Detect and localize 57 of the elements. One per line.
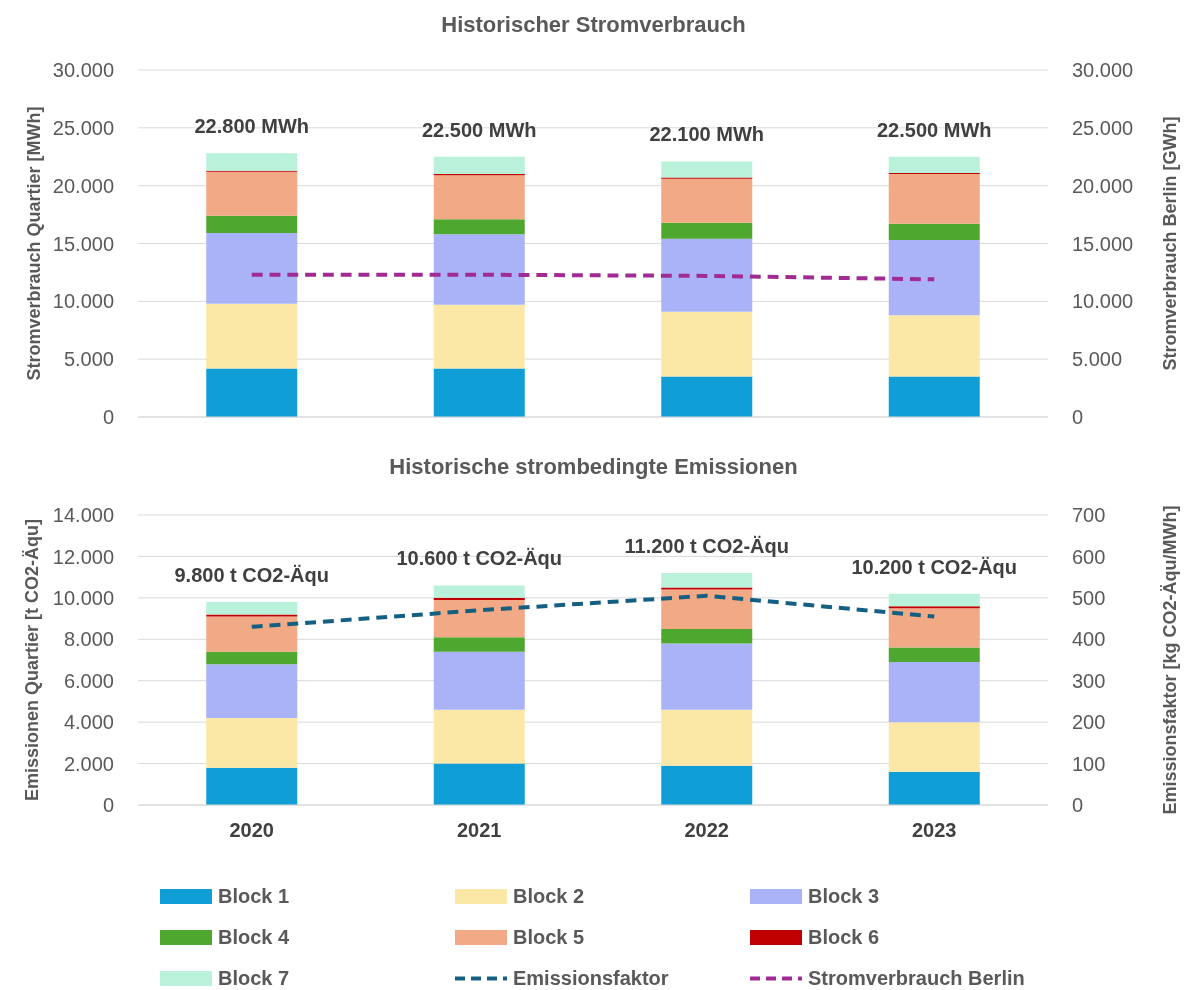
total-label: 9.800 t CO2-Äqu [174,564,329,586]
total-label: 22.500 MWh [422,118,537,141]
y-tick-label: 20.000 [52,174,114,197]
y2-axis-title: Emissionsfaktor [kg CO2-Äqu/MWh] [1160,505,1180,815]
y2-tick-label: 600 [1072,545,1106,568]
y-tick-label: 14.000 [52,504,114,527]
y-tick-label: 30.000 [52,59,114,82]
chart-title: Historischer Stromverbrauch [441,12,746,37]
x-tick-label: 2021 [457,819,502,842]
y2-tick-label: 20.000 [1072,174,1134,197]
y2-tick-label: 700 [1072,504,1106,527]
total-label: 10.600 t CO2-Äqu [396,547,563,570]
legend-label: Block 2 [513,884,585,908]
y-tick-label: 8.000 [63,628,114,651]
x-tick-label: 2020 [229,819,274,842]
legend-label: Block 6 [808,925,880,949]
y2-tick-label: 0 [1072,794,1084,817]
total-label: 22.800 MWh [194,115,309,138]
y2-tick-label: 15.000 [1072,232,1134,255]
y-tick-label: 15.000 [52,232,114,255]
legend-label: Emissionsfaktor [513,966,669,990]
y2-tick-label: 30.000 [1072,59,1134,82]
y2-tick-label: 10.000 [1072,290,1134,313]
y-tick-label: 0 [102,794,114,817]
legend-label: Block 7 [218,966,290,990]
y2-tick-label: 0 [1072,406,1084,429]
y-tick-label: 0 [102,406,114,429]
y-axis-title: Stromverbrauch Quartier [MWh] [24,106,44,381]
y-tick-label: 25.000 [52,116,114,139]
y-tick-label: 10.000 [52,290,114,313]
x-tick-label: 2023 [912,819,957,842]
y2-axis-title: Stromverbrauch Berlin [GWh] [1160,116,1180,371]
legend-label: Block 4 [218,925,290,949]
legend-label: Block 5 [513,925,585,949]
legend-label: Block 3 [808,884,880,908]
total-label: 11.200 t CO2-Äqu [624,535,790,557]
y2-tick-label: 300 [1072,669,1106,692]
legend-label: Block 1 [218,884,290,908]
y2-tick-label: 200 [1072,711,1106,734]
y-axis-title: Emissionen Quartier [t CO2-Äqu] [22,518,42,802]
y-tick-label: 12.000 [52,545,114,568]
y2-tick-label: 25.000 [1072,116,1134,139]
y2-tick-label: 5.000 [1072,348,1123,371]
legend-label: Stromverbrauch Berlin [808,966,1025,990]
y-tick-label: 5.000 [63,348,114,371]
y-tick-label: 4.000 [63,711,114,734]
x-tick-label: 2022 [684,819,729,842]
chart-title: Historische strombedingte Emissionen [389,454,798,479]
total-label: 10.200 t CO2-Äqu [851,555,1018,578]
y-tick-label: 10.000 [52,586,114,609]
y2-tick-label: 500 [1072,586,1106,609]
total-label: 22.500 MWh [877,118,992,141]
y2-tick-label: 100 [1072,752,1106,775]
y-tick-label: 6.000 [63,669,114,692]
y2-tick-label: 400 [1072,628,1106,651]
total-label: 22.100 MWh [649,123,764,146]
y-tick-label: 2.000 [63,752,114,775]
